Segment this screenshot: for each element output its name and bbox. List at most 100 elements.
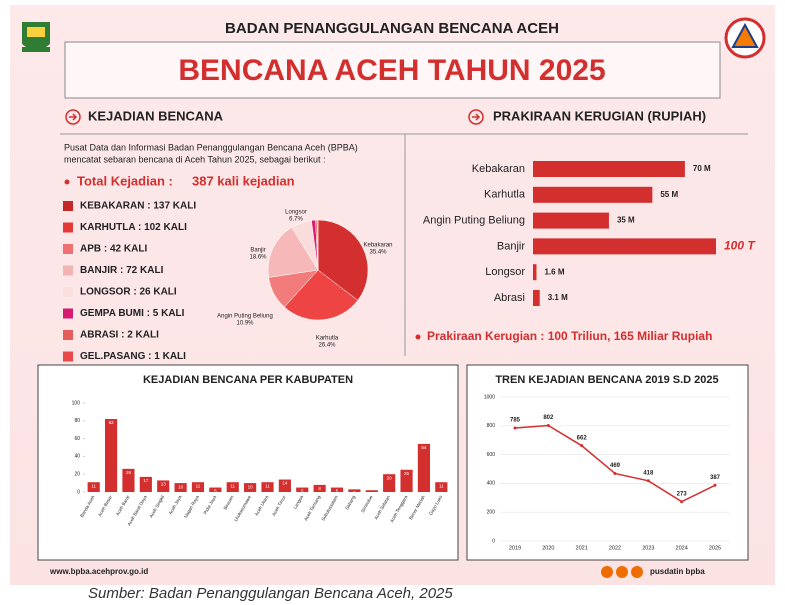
point (580, 444, 584, 448)
point (646, 479, 650, 483)
logo-right (724, 17, 766, 59)
x-tick-label: Langsa (292, 494, 304, 510)
bar (139, 476, 152, 492)
y-tick-label: 60 (74, 436, 80, 442)
value-label: 802 (543, 415, 554, 421)
y-tick-label: 100 (72, 400, 81, 406)
value-label: 1.6 M (544, 267, 564, 276)
value-label: 82 (109, 420, 115, 425)
x-tick-label: 2023 (642, 545, 654, 551)
bullet (415, 334, 421, 340)
value-label: 11 (439, 483, 444, 488)
legend-swatch (63, 351, 73, 362)
y-tick-label: 400 (487, 481, 496, 487)
chart-title: KEJADIAN BENCANA PER KABUPATEN (143, 374, 353, 386)
value-label: 14 (282, 481, 288, 486)
value-label: 55 M (660, 190, 678, 199)
y-tick-label: 800 (487, 423, 496, 429)
value-label: 3.1 M (548, 293, 568, 302)
value-label: 2 (371, 491, 374, 496)
slice-label: Karhutla (316, 336, 339, 342)
legend-swatch (63, 222, 73, 233)
loss-note: Prakiraan Kerugian : 100 Triliun, 165 Mi… (427, 329, 712, 343)
slice-label: Longsor (285, 210, 307, 216)
bar (383, 474, 396, 492)
value-label: 662 (577, 435, 588, 441)
bar (157, 480, 170, 492)
intro-text: Pusat Data dan Informasi Badan Penanggul… (64, 142, 358, 152)
bar (87, 482, 100, 492)
value-label: 10 (248, 484, 254, 489)
bar (348, 489, 361, 492)
slice-label: Kebakaran (363, 243, 392, 249)
value-label: 13 (161, 482, 167, 487)
value-label: 17 (143, 478, 149, 483)
bar (400, 469, 413, 492)
point (613, 471, 617, 475)
value-label: 785 (510, 418, 521, 424)
left-heading-icon (65, 109, 81, 125)
legend-swatch (63, 330, 73, 340)
value-label: 418 (643, 470, 654, 476)
value-label: 54 (421, 445, 427, 450)
value-label: 5 (336, 489, 339, 494)
y-tick-label: 1000 (484, 394, 495, 400)
pie-slice (284, 269, 359, 321)
value-label: 469 (610, 463, 621, 469)
y-tick-label: 600 (487, 452, 496, 458)
pie-slice (267, 227, 319, 278)
slice-label: Angin Puting Beliung (217, 314, 273, 320)
bar (244, 483, 257, 492)
slice-value: 18.6% (249, 255, 267, 261)
bar (533, 212, 609, 229)
value-label: 100 T (724, 239, 756, 253)
bar (365, 490, 378, 492)
legend-swatch (63, 265, 73, 276)
x-tick-label: 2022 (609, 545, 621, 551)
x-tick-label: 2024 (676, 545, 688, 551)
value-label: 20 (387, 475, 393, 480)
caption: Sumber: Badan Penanggulangan Bencana Ace… (88, 585, 453, 602)
y-tick-label: 20 (74, 472, 80, 478)
point (713, 483, 717, 487)
slice-label: Banjir (250, 248, 265, 254)
bar (313, 484, 326, 492)
value-label: 35 M (617, 216, 635, 225)
y-tick-label: 200 (487, 510, 496, 516)
y-tick-label: 80 (74, 418, 80, 424)
point (513, 426, 517, 430)
right-heading-icon (468, 109, 484, 125)
value-label: 11 (196, 483, 201, 488)
slice-value: 35.4% (369, 250, 387, 256)
list-item: APB : 42 KALI (80, 244, 147, 255)
slice-value: 10.9% (236, 321, 254, 327)
logo-left (22, 22, 50, 52)
pie-slice (316, 219, 319, 271)
chart-title: TREN KEJADIAN BENCANA 2019 S.D 2025 (495, 374, 718, 386)
value-label: 11 (265, 483, 270, 488)
category-label: Kebakaran (472, 163, 525, 175)
bar (533, 238, 716, 255)
panel (37, 364, 459, 561)
bar (174, 483, 187, 492)
y-tick-label: 0 (77, 489, 80, 495)
website: www.bpba.acehprov.go.id (49, 567, 148, 576)
bar (191, 482, 205, 492)
value-label: 10 (178, 484, 184, 489)
section-heading: PRAKIRAAN KERUGIAN (RUPIAH) (493, 108, 706, 123)
x-tick-label: 2021 (576, 545, 588, 551)
bar (104, 419, 118, 492)
bar (209, 487, 222, 492)
x-tick-label: 2025 (709, 545, 721, 551)
intro-text: mencatat sebaran bencana di Aceh Tahun 2… (64, 154, 326, 164)
value-label: 5 (214, 489, 217, 494)
total-value: 387 kali kejadian (192, 173, 295, 188)
point (680, 500, 684, 504)
category-label: Karhutla (484, 189, 526, 201)
list-item: KEBAKARAN : 137 KALI (80, 201, 196, 212)
bar (435, 482, 448, 492)
value-label: 5 (301, 489, 304, 494)
bar (533, 186, 653, 203)
bar (261, 482, 274, 492)
